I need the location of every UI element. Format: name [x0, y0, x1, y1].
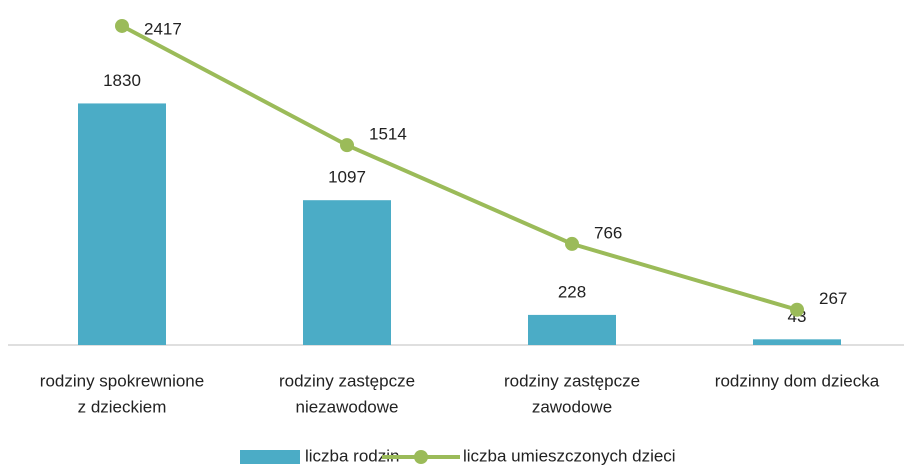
legend-swatch	[240, 450, 300, 464]
bar	[753, 339, 841, 345]
bar-value-label: 1097	[328, 168, 366, 187]
x-tick-label: rodziny zastępcze	[279, 371, 415, 390]
x-tick-label: rodziny zastępcze	[504, 371, 640, 390]
line	[121, 24, 798, 312]
legend-swatch-point	[414, 450, 428, 464]
legend-label: liczba umieszczonych dzieci	[463, 446, 676, 465]
line-point	[340, 138, 354, 153]
x-tick-label: zawodowe	[532, 397, 612, 416]
bar-value-label: 1830	[103, 71, 141, 90]
x-tick-label: rodzinny dom dziecka	[715, 371, 880, 390]
line-point	[115, 18, 129, 33]
line-value-label: 2417	[144, 19, 182, 38]
bar	[528, 314, 616, 345]
bar-value-label: 228	[558, 282, 586, 301]
bar	[303, 200, 391, 345]
x-tick-label: z dzieckiem	[78, 397, 167, 416]
legend-label: liczba rodzin	[305, 446, 400, 465]
line-value-label: 267	[819, 289, 847, 308]
x-tick-label: rodziny spokrewnione	[40, 371, 204, 390]
x-tick-label: niezawodowe	[295, 397, 398, 416]
line-value-label: 1514	[369, 125, 407, 144]
line-point	[790, 302, 804, 317]
line-point	[565, 236, 579, 251]
bar	[78, 103, 166, 345]
line-value-label: 766	[594, 223, 622, 242]
